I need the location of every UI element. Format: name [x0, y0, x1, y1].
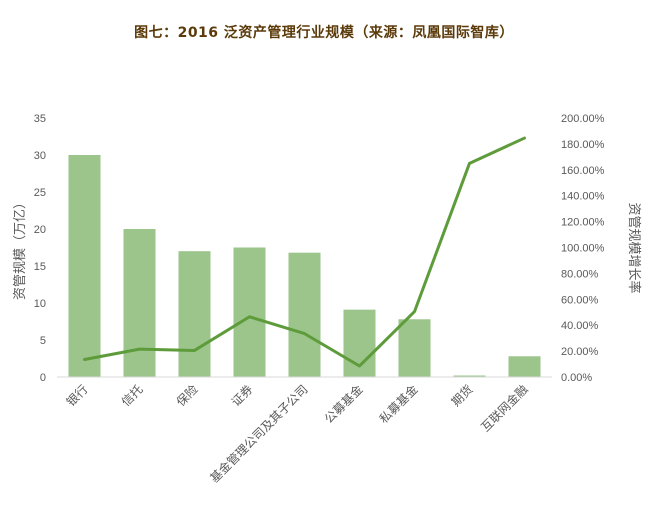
bar	[453, 375, 486, 377]
y2-axis-label: 资管规模增长率	[626, 202, 642, 293]
y2-tick-label: 180.00%	[561, 139, 605, 151]
y2-tick-label: 100.00%	[561, 243, 605, 255]
y-tick-label: 0	[40, 372, 46, 384]
bar	[68, 155, 101, 377]
bar	[233, 247, 266, 377]
x-tick-label: 基金管理公司及其子公司	[207, 382, 311, 486]
y2-tick-label: 200.00%	[561, 113, 605, 125]
x-tick-label: 保险	[173, 382, 201, 410]
y2-tick-label: 120.00%	[561, 217, 605, 229]
x-tick-label: 期货	[448, 382, 476, 410]
y-tick-label: 5	[40, 335, 46, 347]
y2-tick-label: 80.00%	[561, 268, 599, 280]
y2-tick-label: 60.00%	[561, 294, 599, 306]
y2-tick-label: 40.00%	[561, 320, 599, 332]
y-tick-label: 35	[34, 113, 46, 125]
bar	[123, 229, 156, 377]
bar	[398, 319, 431, 377]
y-tick-label: 25	[34, 187, 46, 199]
y2-tick-label: 140.00%	[561, 191, 605, 203]
y-tick-label: 20	[34, 224, 46, 236]
growth-rate-line	[83, 136, 526, 368]
chart-title: 图七：2016 泛资产管理行业规模（来源：凤凰国际智库）	[134, 25, 514, 41]
y-axis-label: 资管规模（万亿）	[13, 196, 28, 300]
y-tick-label: 15	[34, 261, 46, 273]
y2-tick-label: 0.00%	[561, 372, 592, 384]
x-tick-label: 公募基金	[321, 382, 366, 427]
bar	[288, 252, 321, 377]
y-tick-label: 30	[34, 150, 46, 162]
bar	[508, 356, 541, 377]
y2-tick-label: 20.00%	[561, 346, 599, 358]
x-tick-label: 银行	[64, 382, 91, 409]
x-tick-label: 信托	[119, 382, 146, 409]
x-tick-label: 互联网金融	[478, 382, 531, 435]
bar	[178, 251, 211, 377]
x-tick-label: 私募基金	[376, 382, 421, 427]
y-tick-label: 10	[34, 298, 46, 310]
x-tick-label: 证券	[228, 382, 256, 410]
y2-tick-label: 160.00%	[561, 165, 605, 177]
